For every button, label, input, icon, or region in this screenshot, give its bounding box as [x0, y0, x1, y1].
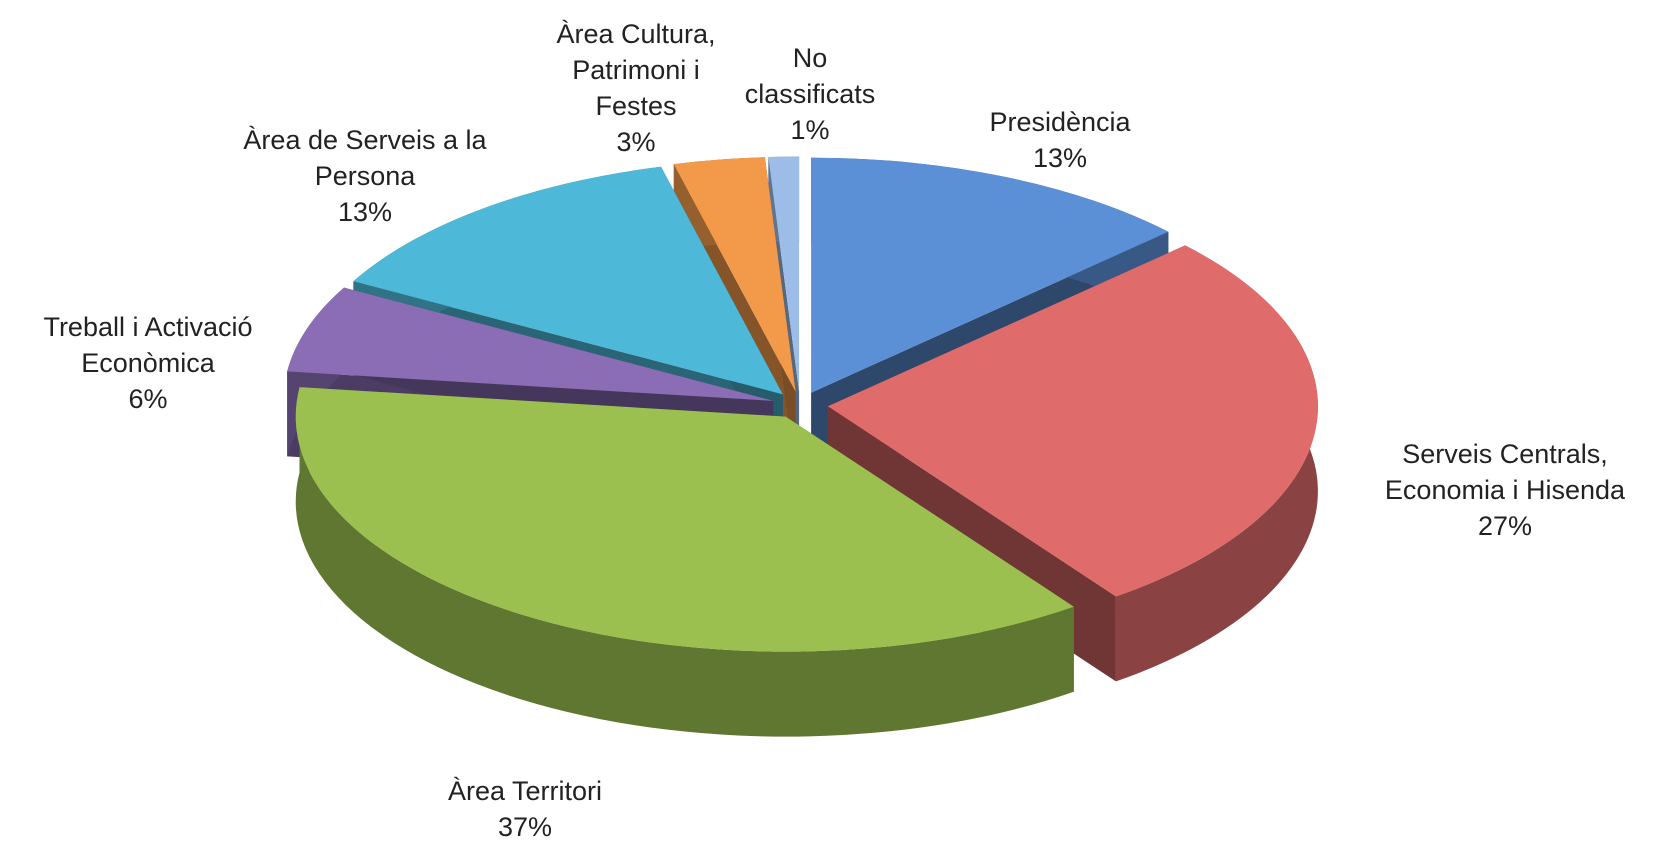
slice-label: No classificats 1%: [730, 40, 890, 148]
category-label: Àrea Territori: [447, 776, 603, 806]
category-label: Serveis Centrals, Economia i Hisenda: [1384, 439, 1626, 505]
slice-label: Presidència 13%: [955, 104, 1165, 176]
value-label: 1%: [790, 115, 830, 145]
category-label: Àrea Cultura, Patrimoni i Festes: [556, 19, 716, 121]
pie-slice: [673, 157, 796, 392]
value-label: 3%: [616, 127, 656, 157]
category-label: Àrea de Serveis a la Persona: [243, 125, 487, 191]
value-label: 27%: [1477, 511, 1533, 541]
slice-label: Àrea Territori 37%: [410, 773, 640, 842]
value-label: 13%: [1032, 143, 1088, 173]
value-label: 37%: [497, 812, 553, 842]
slice-label: Serveis Centrals, Economia i Hisenda 27%: [1345, 436, 1657, 544]
pie-slice: [287, 287, 774, 401]
slice-side: [295, 387, 1074, 737]
pie-slice: [353, 166, 783, 395]
pie-slice: [811, 157, 1169, 393]
slice-label: Àrea Cultura, Patrimoni i Festes 3%: [546, 16, 726, 160]
slice-label: Àrea de Serveis a la Persona 13%: [240, 122, 490, 230]
value-label: 13%: [337, 197, 393, 227]
pie-slice: [768, 156, 800, 392]
slice-label: Treball i Activació Econòmica 6%: [8, 309, 288, 417]
value-label: 6%: [128, 384, 168, 414]
pie-slice: [295, 387, 1074, 652]
category-label: Treball i Activació Econòmica: [43, 312, 253, 378]
category-label: No classificats: [744, 43, 876, 109]
category-label: Presidència: [989, 107, 1131, 137]
pie-slice: [827, 245, 1318, 597]
